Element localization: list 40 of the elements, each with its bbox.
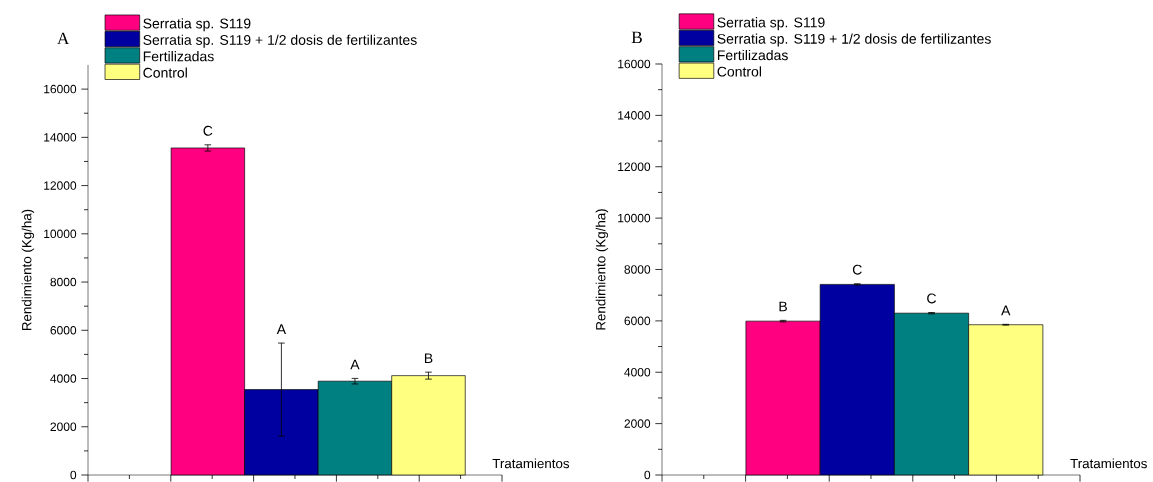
y-tick-label: 0 (70, 470, 77, 480)
x-axis-title: Tratamientos (492, 458, 570, 469)
legend-label: Control (717, 66, 761, 77)
y-tick-label: 12000 (618, 162, 651, 171)
y-axis-title: Rendimiento (Kg/ha) (595, 209, 609, 330)
legend-label: Serratia sp. S119 + 1/2 dosis de fertilizantes (717, 33, 991, 47)
legend-label: Fertilizadas (143, 51, 214, 62)
chart-title: A (57, 32, 70, 45)
annotation: C (927, 293, 937, 304)
y-tick-label: 16000 (618, 59, 651, 69)
y-tick-label: 6000 (50, 326, 77, 335)
annotation: C (852, 264, 862, 275)
annotation: B (424, 353, 433, 364)
legend-label: Serratia sp. S119 (143, 18, 251, 32)
y-tick-label: 10000 (618, 213, 651, 223)
legend-label: Serratia sp. S119 + 1/2 dosis de fertilizantes (143, 34, 417, 48)
y-tick-label: 2000 (624, 419, 651, 428)
chart-title: B (631, 31, 642, 44)
y-tick-label: 4000 (50, 374, 77, 383)
y-tick-label: 14000 (618, 111, 651, 120)
y-tick-label: 14000 (44, 133, 77, 142)
y-tick-label: 8000 (624, 265, 651, 274)
x-axis-title: Tratamientos (1070, 458, 1147, 469)
annotation: A (350, 359, 360, 370)
legend-label: Fertilizadas (717, 49, 788, 61)
y-tick-label: 4000 (624, 367, 651, 377)
y-tick-label: 0 (644, 470, 651, 480)
annotation: A (1001, 305, 1011, 316)
legend-label: Serratia sp. S119 (717, 17, 825, 31)
legend-label: Control (143, 67, 187, 78)
y-tick-label: 6000 (624, 316, 651, 326)
y-tick-label: 16000 (44, 84, 77, 94)
annotation: A (276, 324, 287, 334)
y-tick-label: 10000 (44, 229, 77, 239)
y-tick-label: 8000 (50, 277, 77, 287)
annotation: C (203, 125, 213, 136)
y-axis-title: Rendimiento (Kg/ha) (21, 209, 35, 331)
annotation: B (779, 301, 787, 312)
y-tick-label: 12000 (44, 181, 77, 190)
y-tick-label: 2000 (50, 422, 77, 432)
